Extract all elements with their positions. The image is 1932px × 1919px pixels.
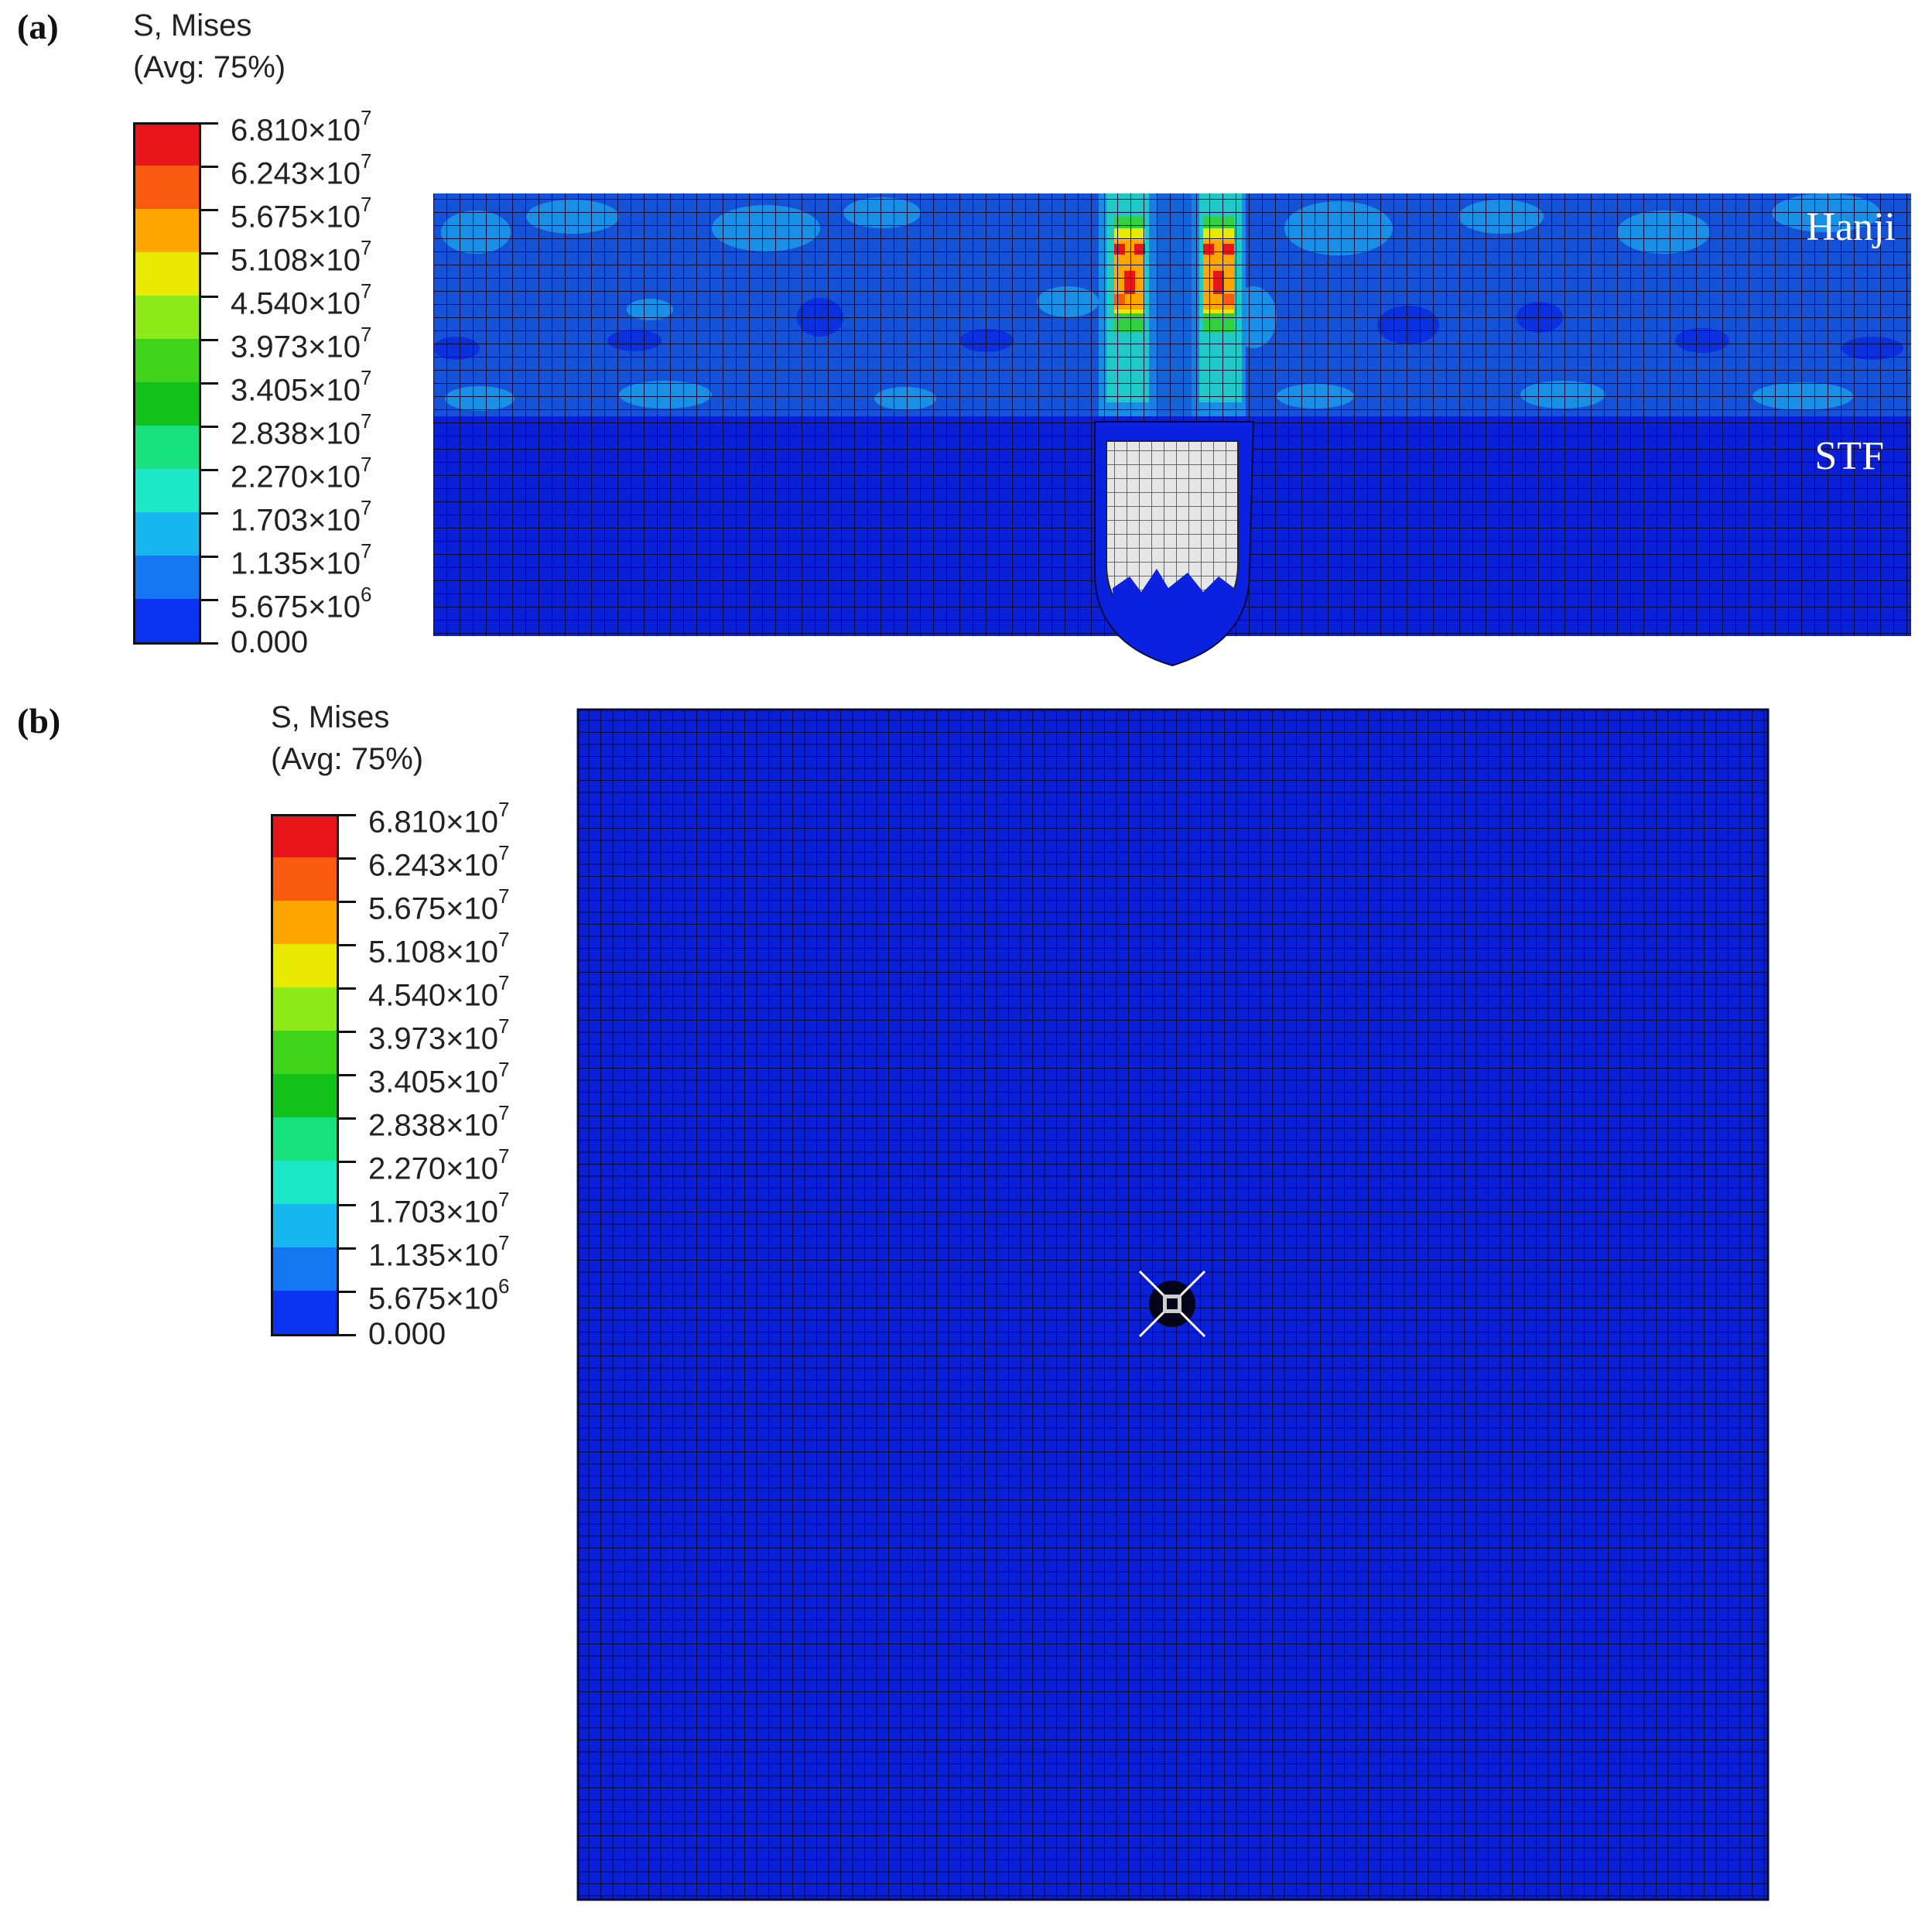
legend-tick: [201, 556, 218, 558]
legend-tick-label: 4.540×107: [231, 279, 372, 321]
legend-tick-label: 1.135×107: [231, 539, 372, 581]
legend-swatch: [133, 382, 201, 428]
legend-tick-label: 4.540×107: [368, 971, 510, 1013]
legend-tick: [339, 1247, 356, 1250]
cross-section-view: Hanji STF: [433, 193, 1911, 667]
projectile: [1094, 421, 1255, 667]
legend-b: S, Mises (Avg: 75%) 6.810×107 6.243×107 5.…: [271, 696, 509, 1349]
legend-title-line1: S, Mises: [133, 9, 252, 43]
panel-label-b: (b): [17, 701, 61, 741]
legend-swatch: [133, 122, 201, 170]
legend-swatch: [133, 166, 201, 211]
legend-tick: [339, 987, 356, 990]
legend-tick-label: 5.675×106: [231, 583, 372, 624]
layer-label-hanji: Hanji: [1806, 205, 1896, 249]
legend-tick-label: 6.810×107: [231, 106, 372, 148]
legend-swatch: [133, 469, 201, 515]
legend-tick: [339, 944, 356, 946]
legend-tick: [201, 122, 218, 125]
legend-tick: [201, 339, 218, 341]
legend-swatch: [271, 901, 339, 946]
legend-title-line2: (Avg: 75%): [133, 50, 286, 84]
legend-tick: [201, 512, 218, 515]
legend-tick-label: 2.838×107: [231, 409, 372, 451]
legend-swatch: [133, 252, 201, 298]
legend-title-line2: (Avg: 75%): [271, 742, 424, 776]
legend-swatch: [133, 512, 201, 558]
legend-tick-label: 1.703×107: [231, 496, 372, 538]
legend-tick: [201, 599, 218, 601]
legend-tick: [201, 166, 218, 168]
legend-swatch: [271, 944, 339, 990]
legend-tick: [339, 814, 356, 816]
legend-swatch: [271, 1291, 339, 1336]
legend-tick-label: 1.703×107: [368, 1188, 510, 1230]
legend-swatch: [133, 209, 201, 255]
legend-tick: [339, 1291, 356, 1293]
legend-tick-label: 3.405×107: [231, 366, 372, 408]
legend-tick: [201, 296, 218, 298]
legend-tick: [339, 857, 356, 860]
legend-swatch: [271, 1247, 339, 1293]
legend-swatch: [271, 857, 339, 903]
panel-label-a: (a): [17, 7, 59, 46]
legend-tick: [339, 1204, 356, 1206]
legend-swatch: [133, 599, 201, 645]
legend-tick-label: 1.135×107: [368, 1231, 510, 1273]
legend-tick-label: 5.108×107: [368, 928, 510, 970]
legend-tick: [339, 1031, 356, 1033]
legend-swatch: [133, 556, 201, 601]
legend-tick-label: 5.675×106: [368, 1274, 510, 1316]
legend-tick-label: 5.675×107: [231, 193, 372, 234]
legend-swatch: [271, 1204, 339, 1250]
legend-swatch: [271, 1117, 339, 1163]
legend-tick: [339, 1074, 356, 1076]
legend-title-line1: S, Mises: [271, 700, 390, 734]
legend-tick-label: 2.270×107: [368, 1144, 510, 1186]
legend-tick-label: 3.973×107: [368, 1014, 510, 1056]
legend-swatch: [271, 1074, 339, 1120]
legend-tick-label: 6.243×107: [368, 841, 510, 883]
legend-tick: [339, 901, 356, 903]
legend-tick-label: 3.405×107: [368, 1058, 510, 1100]
legend-tick: [339, 1334, 356, 1336]
legend-swatch: [133, 296, 201, 341]
legend-tick-label: 6.243×107: [231, 149, 372, 191]
legend-tick-label: 2.838×107: [368, 1101, 510, 1143]
legend-swatch: [271, 814, 339, 862]
top-view: [576, 708, 1770, 1901]
legend-tick-label: 5.108×107: [231, 236, 372, 278]
legend-tick: [201, 469, 218, 471]
legend-tick: [201, 642, 218, 645]
layer-label-stf: STF: [1814, 434, 1884, 478]
legend-tick-label: 2.270×107: [231, 453, 372, 494]
legend-tick: [201, 382, 218, 385]
legend-tick: [201, 209, 218, 211]
legend-swatch: [133, 339, 201, 385]
legend-swatch: [271, 987, 339, 1033]
legend-tick: [339, 1117, 356, 1120]
legend-tick-label: 0.000: [368, 1317, 446, 1351]
legend-tick-label: 0.000: [231, 625, 309, 659]
legend-tick-label: 3.973×107: [231, 323, 372, 364]
impact-point: [1138, 1270, 1206, 1338]
legend-tick: [201, 426, 218, 428]
legend-tick-label: 6.810×107: [368, 798, 510, 840]
legend-swatch: [133, 426, 201, 471]
legend-a: S, Mises (Avg: 75%) 6.810×107 6.243×107 5.…: [133, 5, 371, 658]
legend-tick: [339, 1161, 356, 1163]
legend-swatch: [271, 1161, 339, 1206]
legend-tick: [201, 252, 218, 255]
legend-swatch: [271, 1031, 339, 1076]
legend-tick-label: 5.675×107: [368, 884, 510, 926]
